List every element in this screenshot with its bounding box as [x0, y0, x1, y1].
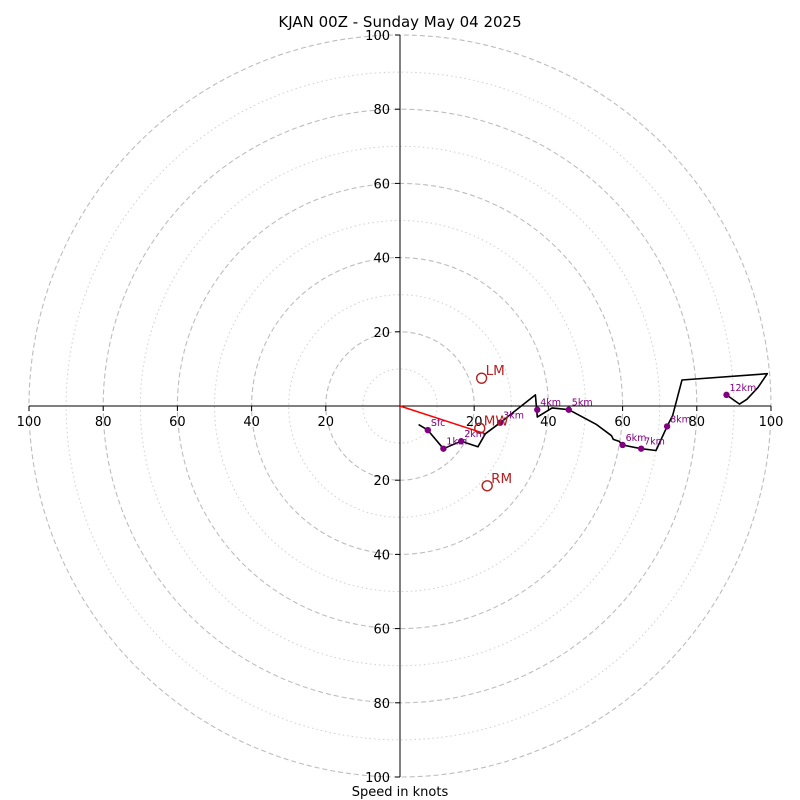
x-tick-label: 20 [318, 415, 335, 430]
x-tick-label: 100 [17, 415, 42, 430]
x-tick-label: 100 [759, 415, 784, 430]
y-tick-label: 100 [365, 771, 390, 786]
level-label-8km: 8km [670, 414, 691, 425]
y-tick-label: 40 [373, 252, 390, 267]
x-tick-label: 40 [243, 415, 260, 430]
level-point-4km [534, 406, 541, 413]
x-tick-label: 60 [614, 415, 631, 430]
mean-wind-vector [399, 405, 486, 435]
y-tick-label: 60 [373, 177, 390, 192]
motion-label-LM: LM [486, 363, 505, 379]
tick-labels: 100 80 60 40 20 20 40 60 80 100 100 80 60 40 20 20 40 60 8… [17, 29, 784, 786]
x-tick-label: 20 [466, 415, 483, 430]
level-label-6km: 6km [626, 433, 647, 444]
x-axis-label: Speed in knots [352, 785, 449, 800]
level-point-6km [619, 441, 626, 449]
x-tick-label: 80 [689, 415, 706, 430]
level-point-Sfc [424, 426, 432, 434]
y-tick-label: 20 [373, 474, 390, 489]
chart-title: KJAN 00Z - Sunday May 04 2025 [278, 13, 521, 31]
level-label-5km: 5km [572, 398, 593, 409]
level-point-5km [565, 406, 573, 413]
y-tick-label: 40 [373, 548, 390, 563]
y-tick-label: 80 [373, 697, 390, 712]
level-label-7km: 7km [644, 437, 665, 448]
motion-label-RM: RM [491, 471, 512, 487]
motion-label-MW: MW [484, 413, 509, 429]
hodograph-line-0 [418, 372, 769, 452]
level-point-7km [637, 445, 645, 452]
level-label-2km: 2km [464, 429, 485, 440]
y-tick-label: 60 [373, 623, 390, 638]
y-tick-label: 80 [373, 103, 390, 118]
level-point-12km [723, 391, 730, 399]
hodograph-traces [399, 372, 769, 452]
storm-motion-markers: LM MW RM [474, 363, 512, 492]
level-label-12km: 12km [729, 383, 756, 394]
level-label-1km: 1km [446, 437, 467, 448]
motion-point-RM [481, 480, 493, 492]
level-point-8km [663, 423, 671, 430]
level-point-3km [496, 419, 504, 426]
level-label-3km: 3km [503, 411, 524, 422]
level-label-4km: 4km [540, 398, 561, 409]
x-tick-label: 40 [540, 415, 557, 430]
level-point-2km [458, 438, 465, 445]
motion-point-LM [475, 372, 488, 384]
motion-point-MW [474, 422, 486, 434]
x-tick-label: 80 [95, 415, 112, 430]
x-tick-label: 60 [169, 415, 186, 430]
y-tick-label: 100 [365, 29, 390, 44]
level-point-1km [440, 445, 447, 452]
level-label-Sfc: Sfc [431, 418, 446, 429]
y-tick-label: 20 [373, 326, 390, 341]
